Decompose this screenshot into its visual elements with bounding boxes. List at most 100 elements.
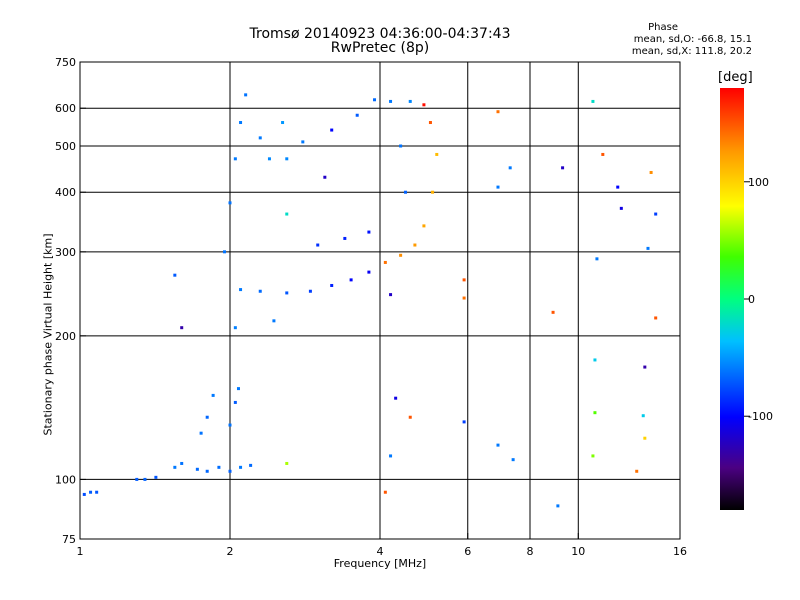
data-point [556, 504, 560, 508]
x-axis-label: Frequency [MHz] [333, 557, 427, 570]
data-point [205, 415, 209, 419]
data-point [399, 144, 403, 148]
data-point [389, 454, 393, 458]
data-point [173, 465, 177, 469]
data-point [593, 411, 597, 415]
data-point [323, 175, 327, 179]
data-point [654, 212, 658, 216]
data-point [285, 212, 289, 216]
data-point [635, 469, 639, 473]
data-point [244, 93, 248, 97]
data-point [285, 157, 289, 161]
data-point [258, 136, 262, 140]
data-point [343, 236, 347, 240]
data-point [239, 121, 243, 125]
data-point [236, 387, 240, 391]
data-point [643, 365, 647, 369]
colorbar-tick-label: 0 [748, 293, 755, 306]
data-point [462, 420, 466, 424]
data-point [593, 358, 597, 362]
data-point [205, 469, 209, 473]
colorbar-label: [deg] [718, 70, 753, 85]
data-point [595, 257, 599, 261]
chart-title: Tromsø 20140923 04:36:00-04:37:43 [249, 26, 511, 42]
y-tick-label: 75 [62, 533, 76, 546]
phase-stats-x: mean, sd,X: 111.8, 20.2 [631, 46, 752, 57]
data-point [413, 243, 417, 247]
data-point [301, 140, 305, 144]
data-point [383, 260, 387, 264]
x-axis-ticks: 1 2 4 6 8 10 16 [77, 533, 687, 558]
data-point [551, 310, 555, 314]
data-point [330, 128, 334, 132]
data-point [435, 152, 439, 156]
colorbar-tick-label: -100 [748, 410, 773, 423]
data-point [316, 243, 320, 247]
data-point [643, 436, 647, 440]
data-point [228, 469, 232, 473]
data-point [135, 477, 139, 481]
data-points [82, 93, 658, 508]
data-point [367, 270, 371, 274]
data-point [82, 492, 86, 496]
data-point [389, 99, 393, 103]
grid [80, 62, 680, 539]
y-tick-label: 600 [55, 102, 76, 115]
phase-stats-heading: Phase [648, 22, 678, 33]
x-tick-label: 4 [377, 545, 384, 558]
data-point [281, 121, 285, 125]
data-point [285, 461, 289, 465]
data-point [349, 278, 353, 282]
data-point [211, 393, 215, 397]
x-tick-label: 10 [571, 545, 585, 558]
data-point [496, 443, 500, 447]
data-point [601, 152, 605, 156]
x-tick-label: 8 [527, 545, 534, 558]
data-point [95, 490, 99, 494]
data-point [641, 414, 645, 418]
data-point [239, 465, 243, 469]
data-point [258, 289, 262, 293]
data-point [367, 230, 371, 234]
data-point [249, 463, 253, 467]
data-point [591, 99, 595, 103]
y-tick-label: 100 [55, 473, 76, 486]
data-point [195, 467, 199, 471]
data-point [233, 400, 237, 404]
colorbar-ticks: 100 0 -100 [744, 176, 773, 423]
data-point [355, 113, 359, 117]
data-point [422, 103, 426, 107]
data-point [173, 273, 177, 277]
colorbar-tick-label: 100 [748, 176, 769, 189]
data-point [267, 157, 271, 161]
data-point [462, 278, 466, 282]
data-point [462, 296, 466, 300]
data-point [561, 166, 565, 170]
x-tick-label: 1 [77, 545, 84, 558]
chart-subtitle: RwPretec (8p) [330, 40, 430, 56]
x-tick-label: 6 [464, 545, 471, 558]
y-tick-label: 400 [55, 186, 76, 199]
data-point [619, 206, 623, 210]
x-tick-label: 2 [227, 545, 234, 558]
data-point [649, 170, 653, 174]
data-point [89, 490, 93, 494]
data-point [199, 431, 203, 435]
data-point [428, 121, 432, 125]
data-point [591, 454, 595, 458]
data-point [223, 250, 227, 254]
data-point [143, 477, 147, 481]
data-point [408, 99, 412, 103]
colorbar [720, 88, 744, 510]
data-point [389, 293, 393, 297]
data-point [233, 157, 237, 161]
data-point [496, 110, 500, 114]
data-point [654, 316, 658, 320]
data-point [154, 475, 158, 479]
data-point [239, 288, 243, 292]
data-point [272, 319, 276, 323]
data-point [399, 253, 403, 257]
data-point [646, 246, 650, 250]
x-tick-label: 16 [673, 545, 687, 558]
